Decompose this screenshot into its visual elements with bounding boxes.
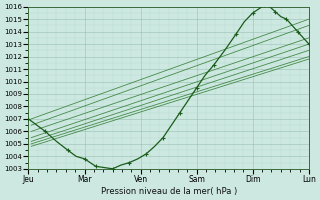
X-axis label: Pression niveau de la mer( hPa ): Pression niveau de la mer( hPa ) <box>100 187 237 196</box>
